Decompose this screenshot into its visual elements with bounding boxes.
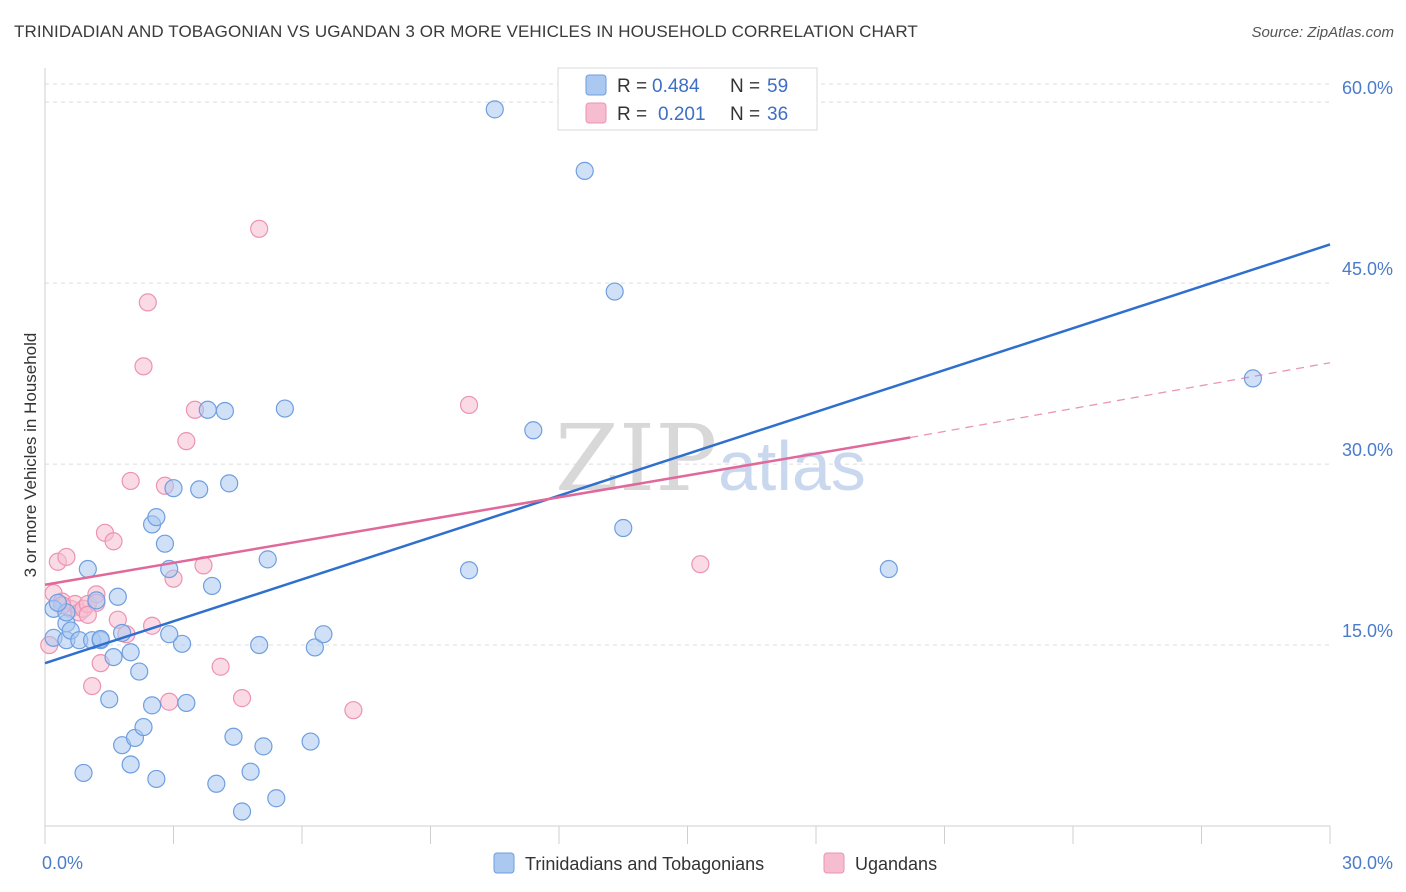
point-trinidadian [267,789,286,808]
point-trinidadian [164,479,183,498]
point-trinidadian [202,576,222,596]
point-ugandan [121,471,140,491]
point-trinidadian [605,282,624,301]
point-trinidadian [224,727,243,746]
point-trinidadian [74,763,93,783]
point-ugandan [459,395,479,415]
y-tick-label: 60.0% [1342,78,1393,98]
point-trinidadian [241,762,260,781]
point-trinidadian [142,696,162,715]
point-trinidadian [100,690,119,709]
point-trinidadian [250,635,269,655]
point-trinidadian [78,559,97,579]
point-trinidadian [314,625,333,644]
point-trinidadian [207,774,226,793]
point-trinidadian [48,593,67,612]
series-legend-swatch-blue [493,852,515,874]
y-axis-title: 3 or more Vehicles in Household [21,333,40,578]
point-trinidadian [172,634,192,653]
point-trinidadian [275,399,294,418]
point-trinidadian [155,534,175,553]
point-trinidadian [177,693,196,713]
point-ugandan [232,689,252,708]
trend-lines [44,243,1331,665]
point-ugandan [344,701,363,720]
series-legend-label-trinidadians: Trinidadians and Tobagonians [525,854,764,874]
legend-r-label-1: R = [617,76,647,97]
point-trinidadian [254,737,273,756]
point-trinidadian [258,550,277,569]
point-ugandan [250,219,269,238]
stats-legend: R = 0.484 N = 59 R = 0.201 N = 36 [557,67,818,131]
watermark: ZIP atlas [555,405,866,512]
legend-n-value-2: 36 [767,104,788,125]
legend-swatch-pink [585,102,607,124]
watermark-zip: ZIP [555,405,717,512]
legend-n-label-2: N = [730,104,760,125]
tick-labels: 15.0% 30.0% 45.0% 60.0% 0.0% 30.0% [42,78,1393,873]
series-legend-label-ugandans: Ugandans [855,854,937,874]
point-trinidadian [879,559,898,579]
y-tick-label: 30.0% [1342,440,1393,460]
legend-r-value-2: 0.201 [658,104,706,125]
point-trinidadian [190,480,209,499]
point-trinidadian [108,587,127,606]
point-ugandan [83,676,102,696]
trend-line-ugandans [44,436,911,586]
point-ugandan [78,605,97,624]
legend-r-value-1: 0.484 [652,76,700,97]
series-trinidadians-points [44,100,1263,821]
point-trinidadian [220,474,239,493]
point-trinidadian [147,769,166,789]
point-trinidadian [485,100,504,119]
point-trinidadian [87,591,106,610]
point-trinidadian [459,561,479,580]
point-ugandan [691,555,710,574]
point-trinidadian [232,802,252,821]
axes [44,68,1331,844]
series-legend-swatch-pink [823,852,845,874]
point-trinidadian [1243,369,1263,388]
point-trinidadian [305,638,324,657]
point-trinidadian [147,508,166,527]
point-ugandan [160,692,179,711]
point-ugandan [211,657,230,676]
point-trinidadian [524,421,543,440]
point-trinidadian [575,161,594,180]
trend-line-ugandans-extension [910,362,1331,439]
gridlines [45,83,1330,646]
point-ugandan [134,357,153,376]
point-ugandan [138,293,157,312]
point-trinidadian [104,647,123,667]
x-tick-label: 0.0% [42,853,83,873]
point-trinidadian [301,732,320,751]
legend-n-value-1: 59 [767,76,788,97]
legend-n-label-1: N = [730,76,760,97]
point-trinidadian [130,662,149,681]
point-trinidadian [198,400,217,419]
y-tick-label: 15.0% [1342,621,1393,641]
y-tick-label: 45.0% [1342,259,1393,279]
series-legend: Trinidadians and Tobagonians Ugandans [493,852,937,874]
source-label: Source: ZipAtlas.com [1251,24,1394,41]
point-ugandan [104,532,123,551]
point-trinidadian [121,643,140,662]
point-trinidadian [215,401,234,421]
point-ugandan [57,547,76,567]
point-trinidadian [614,518,633,538]
point-trinidadian [121,755,140,774]
legend-swatch-blue [585,74,607,96]
trend-line-trinidadians [44,243,1331,665]
legend-r-label-2: R = [617,104,647,125]
point-ugandan [177,432,196,451]
x-tick-label: 30.0% [1342,853,1393,873]
point-trinidadian [134,717,153,737]
point-trinidadian [160,625,179,644]
chart-title: TRINIDADIAN AND TOBAGONIAN VS UGANDAN 3 … [14,22,918,41]
